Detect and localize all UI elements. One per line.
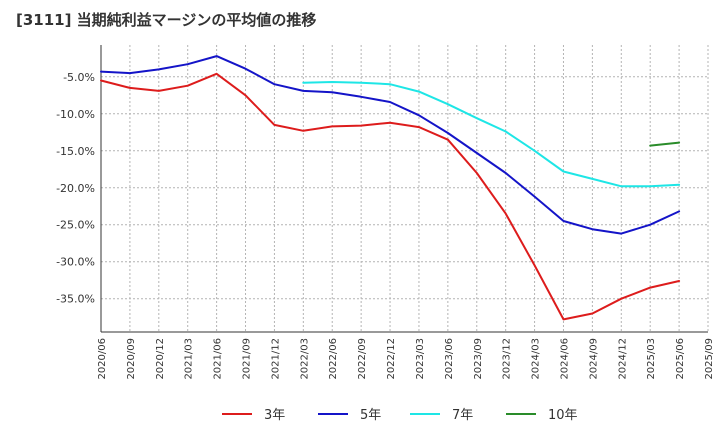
x-tick-label: 2024/06 <box>559 338 570 380</box>
chart-title: [3111] 当期純利益マージンの平均値の推移 <box>16 11 317 29</box>
x-tick-label: 2022/03 <box>299 338 310 380</box>
x-tick-label: 2020/09 <box>126 338 137 380</box>
series-line-1 <box>100 72 681 321</box>
series-line-4 <box>649 141 681 147</box>
x-tick-label: 2024/12 <box>617 338 628 380</box>
x-tick-label: 2025/09 <box>704 338 715 380</box>
series-line-2 <box>100 55 681 235</box>
x-tick-label: 2021/06 <box>213 338 224 380</box>
axis-layer: -5.0% -10.0% -15.0% -20.0% -25.0% -30.0% -35.0… <box>56 45 715 380</box>
x-tick-label: 2024/03 <box>531 338 542 380</box>
legend-label-1: 3年 <box>264 408 285 423</box>
x-tick-label: 2023/03 <box>415 338 426 380</box>
x-tick-label: 2023/12 <box>502 338 513 380</box>
series-layer <box>100 55 681 321</box>
y-tick-label: -15.0% <box>56 145 95 158</box>
x-tick-label: 2024/09 <box>588 338 599 380</box>
legend-label-4: 10年 <box>548 408 578 423</box>
y-tick-label: -30.0% <box>56 256 95 269</box>
x-tick-label: 2021/09 <box>242 338 253 380</box>
x-tick-label: 2022/09 <box>357 338 368 380</box>
x-tick-label: 2021/12 <box>270 338 281 380</box>
x-tick-label: 2025/03 <box>646 338 657 380</box>
grid-layer <box>100 45 709 332</box>
y-tick-label: -25.0% <box>56 219 95 232</box>
legend-label-2: 5年 <box>360 408 381 423</box>
x-tick-label: 2020/12 <box>155 338 166 380</box>
x-tick-label: 2022/12 <box>386 338 397 380</box>
y-tick-label: -35.0% <box>56 293 95 306</box>
y-tick-label: -10.0% <box>56 108 95 121</box>
y-tick-label: -20.0% <box>56 182 95 195</box>
series-line-3 <box>302 81 681 188</box>
x-tick-label: 2021/03 <box>184 338 195 380</box>
x-tick-label: 2023/09 <box>473 338 484 380</box>
legend-label-3: 7年 <box>452 408 473 423</box>
x-tick-label: 2025/06 <box>675 338 686 380</box>
x-tick-label: 2022/06 <box>328 338 339 380</box>
x-tick-label: 2023/06 <box>444 338 455 380</box>
x-tick-label: 2020/06 <box>97 338 108 380</box>
legend-layer: 3年 5年 7年 10年 <box>222 408 578 423</box>
y-tick-label: -5.0% <box>63 71 95 84</box>
